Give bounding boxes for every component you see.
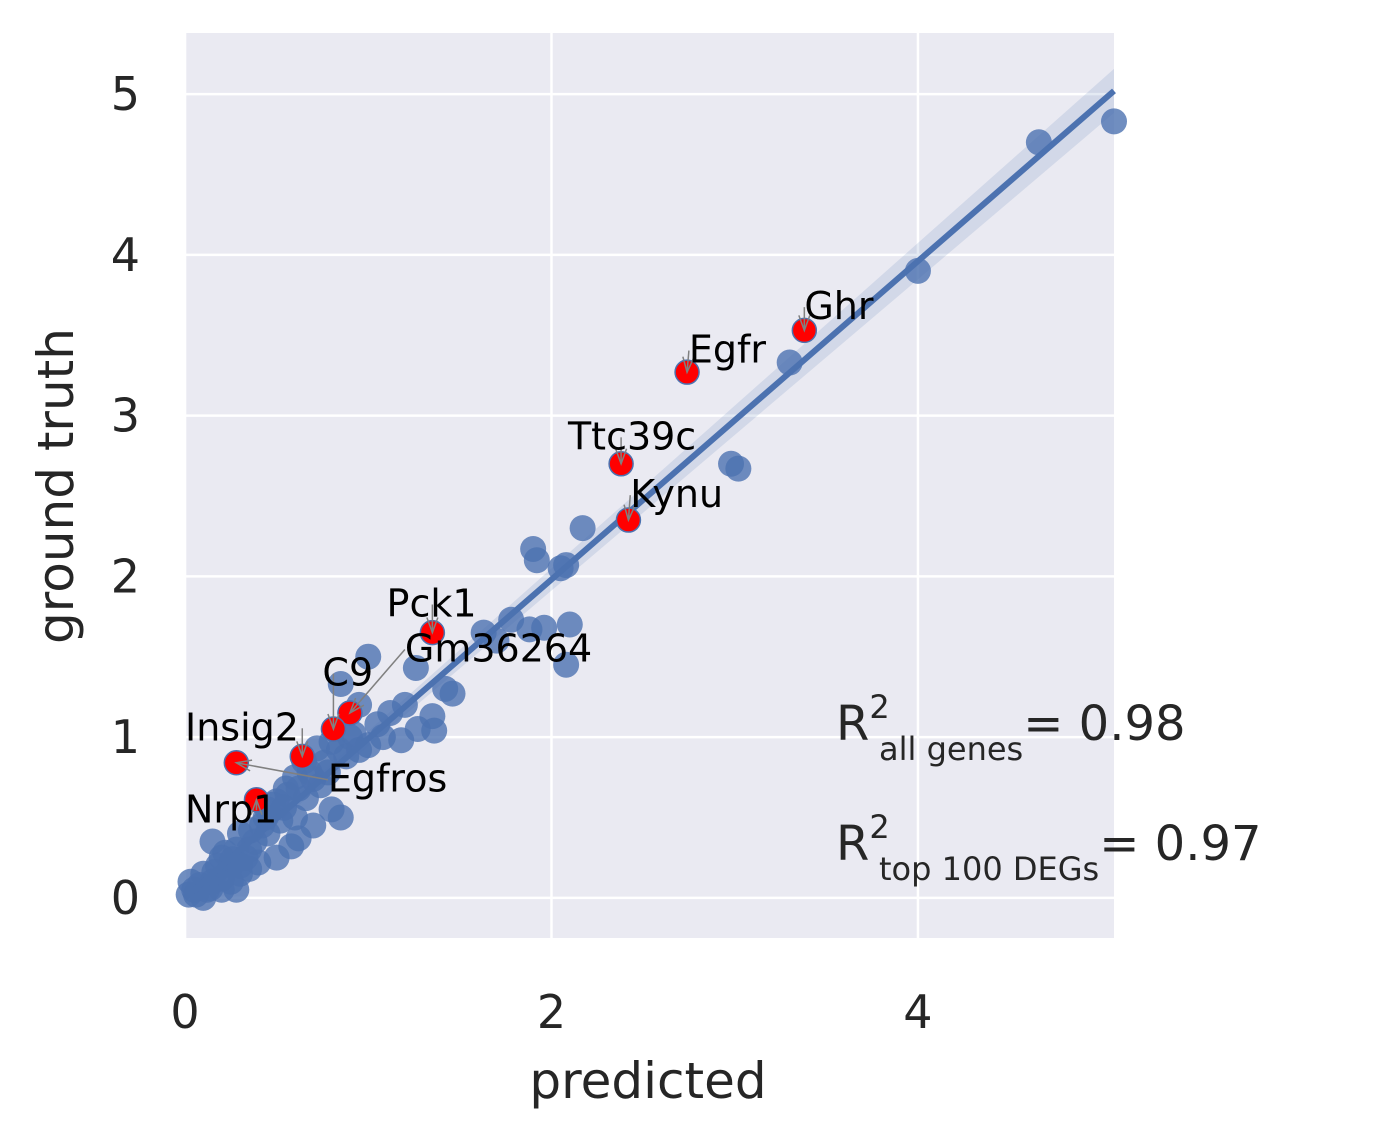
gene-label-kynu: Kynu — [630, 472, 723, 516]
arrow-kynu — [627, 495, 632, 521]
y-ticks: 0 1 2 3 4 5 — [111, 67, 140, 925]
data-point — [263, 844, 290, 871]
y-tick-label: 3 — [111, 389, 140, 443]
r2-all-genes: R2 all genes= 0.98 — [836, 688, 1186, 768]
x-axis-label: predicted — [529, 1052, 766, 1110]
r2-top-degs: R2 top 100 DEGs= 0.97 — [836, 808, 1262, 888]
gene-label-insig2: Insig2 — [185, 705, 299, 749]
arrow-egfr — [686, 350, 690, 373]
x-tick-label: 2 — [537, 985, 566, 1039]
regression-line — [183, 88, 1116, 901]
data-point — [553, 651, 580, 678]
y-tick-label: 2 — [111, 549, 140, 603]
data-point — [285, 825, 312, 852]
arrowhead-ghr — [798, 315, 811, 333]
arrow-egfros — [236, 762, 329, 781]
gene-label-nrp1: Nrp1 — [185, 787, 277, 831]
data-point — [556, 611, 583, 638]
arrowhead-pck1 — [426, 617, 439, 635]
gene-label-egfros: Egfros — [328, 757, 447, 801]
x-ticks: 0 2 4 — [170, 985, 932, 1039]
gene-label-pck1: Pck1 — [387, 582, 477, 626]
gene-label-ghr: Ghr — [804, 284, 874, 328]
arrowhead-insig2 — [296, 741, 309, 759]
gene-label-gm36264: Gm36264 — [405, 627, 592, 671]
arrowhead-egfros — [234, 759, 253, 772]
plot-area — [185, 33, 1114, 938]
arrowhead-egfr — [682, 356, 695, 375]
y-tick-label: 1 — [111, 710, 140, 764]
data-point — [327, 671, 354, 698]
y-tick-label: 0 — [111, 871, 140, 925]
annotation-arrows — [234, 307, 811, 816]
data-point — [439, 680, 466, 707]
y-tick-label: 5 — [111, 67, 140, 121]
arrowhead-nrp1 — [250, 797, 263, 816]
arrowhead-gm36264 — [348, 697, 365, 715]
grid — [183, 33, 1114, 938]
arrowhead-kynu — [623, 504, 636, 523]
gene-label-c9: C9 — [322, 651, 373, 695]
data-point — [355, 643, 382, 670]
data-point — [569, 515, 596, 542]
arrow-gm36264 — [349, 649, 406, 714]
gene-label-egfr: Egfr — [689, 328, 767, 372]
y-tick-label: 4 — [111, 228, 140, 282]
data-point — [1101, 108, 1127, 135]
gene-label-ttc39c: Ttc39c — [567, 414, 696, 458]
data-point — [725, 455, 752, 482]
arrowhead-c9 — [327, 713, 340, 732]
y-axis-label: ground truth — [27, 328, 85, 644]
data-point — [402, 654, 429, 681]
data-point — [421, 717, 448, 744]
data-point — [531, 614, 558, 641]
data-point — [327, 804, 354, 831]
arrowhead-ttc39c — [614, 448, 628, 466]
data-point — [340, 720, 367, 747]
x-tick-label: 4 — [903, 985, 932, 1039]
x-tick-label: 0 — [170, 985, 199, 1039]
data-point — [523, 547, 550, 574]
regression-line-group — [183, 88, 1116, 901]
